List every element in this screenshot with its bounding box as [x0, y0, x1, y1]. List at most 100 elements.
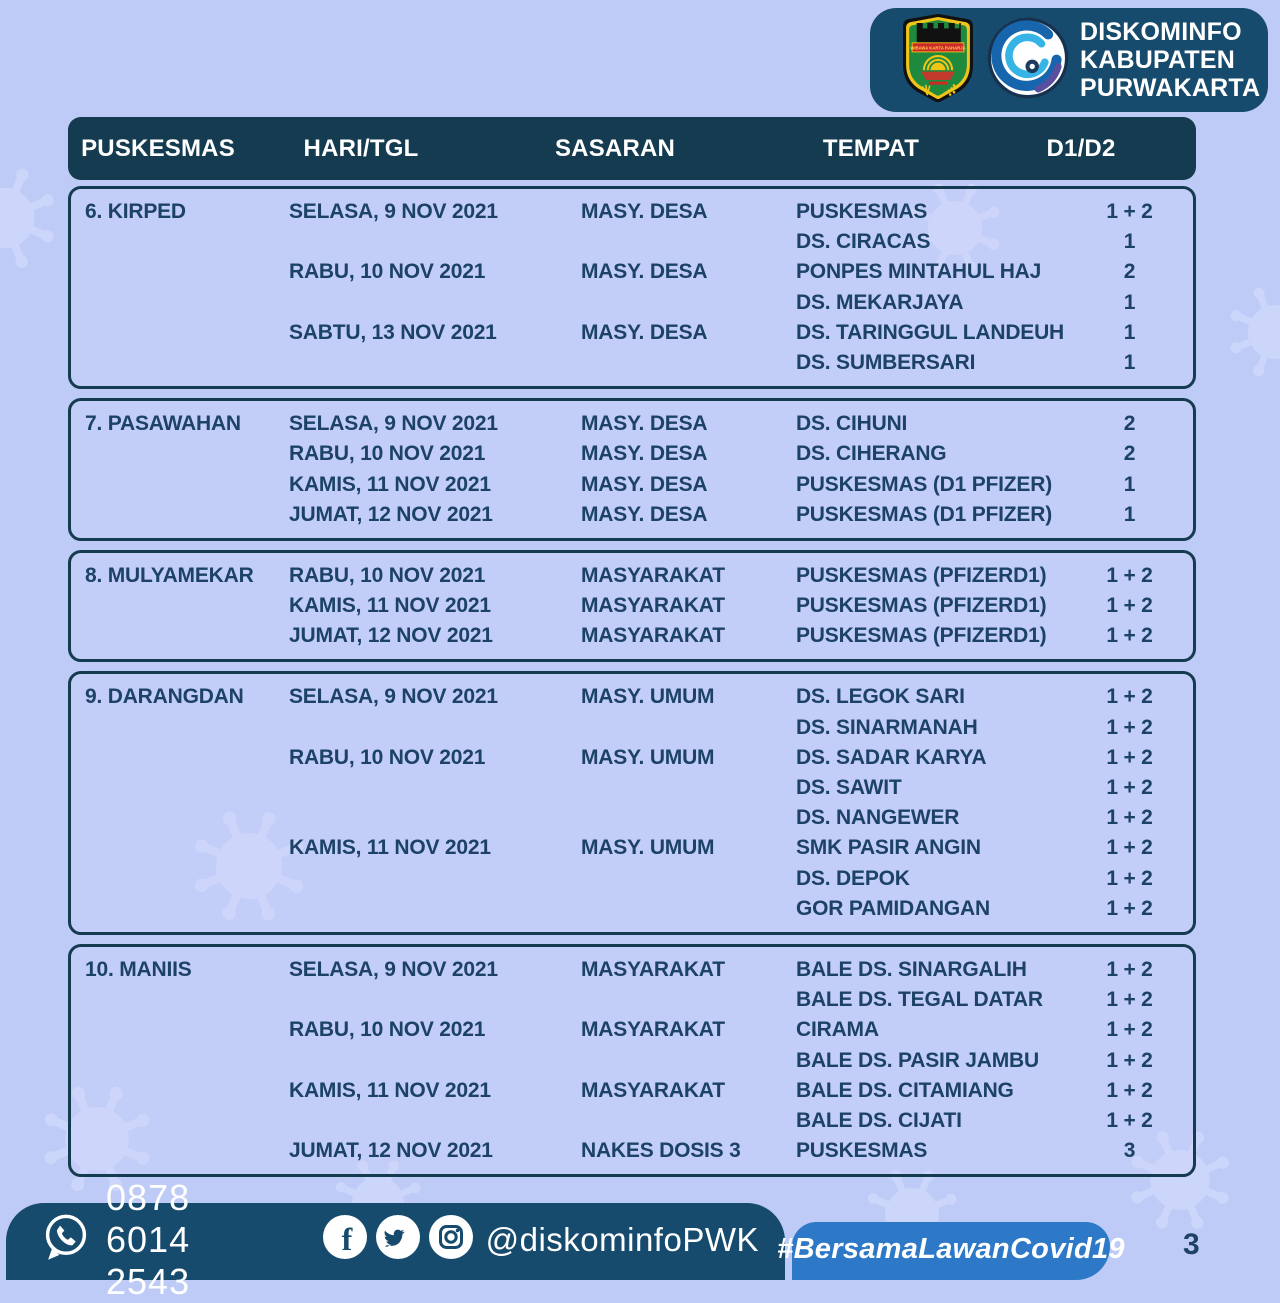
svg-text:WIBAWA KARTA RAHARJA: WIBAWA KARTA RAHARJA	[910, 45, 965, 50]
target-group	[581, 803, 796, 833]
social-handle[interactable]: @diskominfoPWK	[485, 1220, 759, 1258]
puskesmas-name	[85, 439, 289, 469]
dose-value: 1 + 2	[1106, 866, 1153, 890]
dose-value: 3	[1123, 1139, 1136, 1163]
location-name: BALE DS. TEGAL DATAR	[796, 988, 1043, 1012]
dose-value: 1 + 2	[1106, 776, 1153, 799]
puskesmas-card: 9. DARANGDAN SELASA, 9 NOV 2021 MASY. UMUM…	[68, 671, 1196, 935]
dose-value: 1	[1123, 230, 1136, 254]
target-group: MASYARAKAT	[581, 957, 725, 981]
dose-value: 1	[1123, 290, 1136, 314]
target-group: MASY. DESA	[581, 472, 708, 496]
dose-value: 1 + 2	[1106, 988, 1153, 1012]
target-group: MASYARAKAT	[581, 563, 725, 587]
location-name: DS. LEGOK SARI	[796, 685, 965, 709]
target-group	[581, 985, 796, 1015]
hashtag-text[interactable]: #BersamaLawanCovid19	[777, 1232, 1125, 1265]
puskesmas-name: 6. KIRPED	[85, 200, 186, 223]
location-name: DS. NANGEWER	[796, 806, 960, 830]
schedule-date: KAMIS, 11 NOV 2021	[289, 1078, 491, 1102]
schedule-date	[289, 227, 581, 257]
target-group: MASY. UMUM	[581, 685, 715, 709]
target-group: MASY. UMUM	[581, 745, 715, 769]
location-name: DS. MEKARJAYA	[796, 290, 964, 314]
col-header-sasaran: SASARAN	[554, 134, 676, 162]
schedule-date: SABTU, 13 NOV 2021	[289, 320, 497, 344]
schedule-date: SELASA, 9 NOV 2021	[289, 957, 498, 981]
location-name: DS. SINARMANAH	[796, 715, 978, 739]
location-name: SMK PASIR ANGIN	[796, 836, 981, 860]
whatsapp-number[interactable]: 0878 6014 2543	[106, 1176, 191, 1302]
schedule-date	[289, 288, 581, 318]
puskesmas-name	[85, 591, 289, 621]
whatsapp-icon[interactable]	[40, 1211, 92, 1268]
target-group: MASY. DESA	[581, 200, 708, 223]
location-name: DS. CIHERANG	[796, 442, 947, 466]
puskesmas-name	[85, 257, 289, 287]
puskesmas-name: 9. DARANGDAN	[85, 685, 244, 709]
puskesmas-name	[85, 803, 289, 833]
virus-icon	[0, 162, 60, 279]
target-group: MASYARAKAT	[581, 624, 725, 648]
puskesmas-name	[85, 743, 289, 773]
dose-value: 1 + 2	[1106, 1048, 1153, 1072]
location-name: DS. DEPOK	[796, 866, 910, 890]
puskesmas-name	[85, 773, 289, 803]
col-header-puskesmas: PUSKESMAS	[81, 134, 235, 162]
schedule-date: RABU, 10 NOV 2021	[289, 260, 486, 284]
schedule-date	[289, 713, 581, 743]
schedule-date: JUMAT, 12 NOV 2021	[289, 1139, 493, 1163]
target-group: MASY. DESA	[581, 320, 708, 344]
location-name: DS. SUMBERSARI	[796, 350, 976, 374]
location-name: CIRAMA	[796, 1018, 879, 1042]
target-group	[581, 348, 796, 378]
virus-icon	[1225, 282, 1280, 387]
schedule-date	[289, 1046, 581, 1076]
dose-value: 1 + 2	[1106, 1078, 1153, 1102]
dose-value: 1	[1123, 320, 1136, 344]
target-group	[581, 1106, 796, 1136]
target-group: MASYARAKAT	[581, 1078, 725, 1102]
dose-value: 1 + 2	[1106, 1018, 1153, 1042]
dose-value: 1 + 2	[1106, 836, 1153, 860]
dose-value: 1	[1123, 502, 1136, 526]
dose-value: 1 + 2	[1106, 685, 1153, 709]
puskesmas-card: 10. MANIIS SELASA, 9 NOV 2021 MASYARAKAT BA…	[68, 943, 1196, 1178]
puskesmas-name	[85, 1015, 289, 1045]
puskesmas-name	[85, 1106, 289, 1136]
target-group: MASY. UMUM	[581, 836, 715, 860]
twitter-icon[interactable]	[375, 1214, 421, 1265]
schedule-date: RABU, 10 NOV 2021	[289, 442, 486, 466]
target-group: NAKES DOSIS 3	[581, 1139, 741, 1163]
puskesmas-name: 10. MANIIS	[85, 957, 192, 981]
dose-value: 1 + 2	[1106, 745, 1153, 769]
brand-line-3: PURWAKARTA	[1080, 74, 1261, 102]
hashtag-banner: #BersamaLawanCovid19	[777, 1222, 1125, 1280]
dose-value: 2	[1123, 412, 1136, 436]
puskesmas-name	[85, 864, 289, 894]
puskesmas-name	[85, 1076, 289, 1106]
location-name: PUSKESMAS (PFIZERD1)	[796, 594, 1047, 618]
dose-value: 2	[1123, 260, 1136, 284]
schedule-date: SELASA, 9 NOV 2021	[289, 412, 498, 436]
schedule-date	[289, 348, 581, 378]
target-group: MASY. DESA	[581, 412, 708, 436]
dose-value: 2	[1123, 442, 1136, 466]
schedule-date: JUMAT, 12 NOV 2021	[289, 502, 493, 526]
target-group	[581, 894, 796, 924]
puskesmas-card: 6. KIRPED SELASA, 9 NOV 2021 MASY. DESA PUS…	[68, 186, 1196, 390]
puskesmas-name	[85, 713, 289, 743]
puskesmas-name	[85, 621, 289, 651]
puskesmas-card: 7. PASAWAHAN SELASA, 9 NOV 2021 MASY. DESA…	[68, 398, 1196, 541]
schedule-date	[289, 864, 581, 894]
puskesmas-name	[85, 1046, 289, 1076]
col-header-tempat: TEMPAT	[822, 134, 920, 162]
svg-text:f: f	[341, 1221, 352, 1257]
instagram-icon[interactable]	[428, 1214, 474, 1265]
dose-value: 1 + 2	[1106, 624, 1153, 648]
schedule-date: RABU, 10 NOV 2021	[289, 563, 486, 587]
header-brand-panel: WIBAWA KARTA RAHARJA	[870, 8, 1268, 112]
schedule-date: KAMIS, 11 NOV 2021	[289, 472, 491, 496]
facebook-icon[interactable]: f	[322, 1214, 368, 1265]
